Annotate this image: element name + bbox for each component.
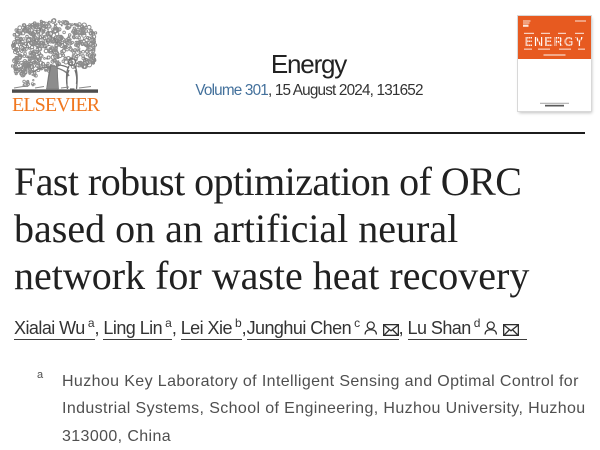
svg-text:ENERGY: ENERGY [525,35,585,49]
